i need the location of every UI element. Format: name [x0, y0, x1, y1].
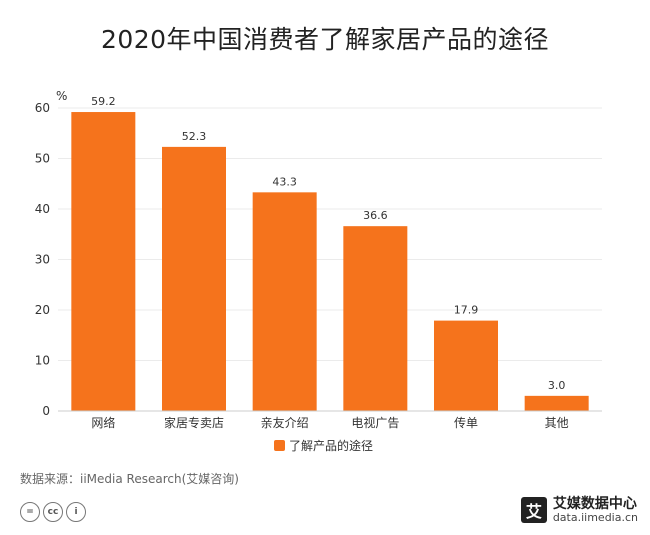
license-icons: = cc i	[20, 502, 86, 522]
bars	[71, 112, 589, 411]
y-tick-label: 0	[42, 404, 50, 418]
bar-value-label: 36.6	[363, 209, 388, 222]
bar-value-label: 59.2	[91, 95, 116, 108]
x-tick-label: 传单	[454, 415, 478, 430]
bar-value-label: 17.9	[454, 304, 479, 317]
bar	[524, 395, 589, 411]
data-source: 数据来源：iiMedia Research(艾媒咨询)	[20, 472, 239, 486]
y-axis-unit: %	[56, 89, 67, 103]
legend-label: 了解产品的途径	[289, 438, 373, 453]
y-tick-label: 60	[35, 101, 50, 115]
attribution-icon: i	[66, 502, 86, 522]
brand: 艾 艾媒数据中心 data.iimedia.cn	[520, 496, 638, 524]
y-tick-label: 40	[35, 202, 50, 216]
bar-value-label: 3.0	[548, 379, 566, 392]
bar	[252, 192, 317, 411]
x-tick-label: 亲友介绍	[261, 416, 309, 430]
bar-value-label: 52.3	[182, 130, 207, 143]
y-tick-label: 20	[35, 303, 50, 317]
cc-icon: cc	[43, 502, 63, 522]
bar	[343, 226, 408, 411]
grid-lines	[58, 107, 602, 361]
y-tick-label: 30	[35, 253, 50, 267]
value-labels: 59.2 52.3 43.3 36.6 17.9 3.0	[91, 95, 565, 392]
bar-value-label: 43.3	[272, 175, 297, 188]
x-tick-label: 电视广告	[351, 415, 399, 430]
y-tick-label: 50	[35, 152, 50, 166]
x-axis-ticks: 网络 家居专卖店 亲友介绍 电视广告 传单 其他	[91, 415, 568, 430]
brand-logo-icon: 艾	[520, 497, 547, 524]
chart-title: 2020年中国消费者了解家居产品的途径	[100, 25, 550, 54]
nd-icon: =	[20, 502, 40, 522]
x-tick-label: 家居专卖店	[164, 415, 224, 430]
legend-swatch	[274, 440, 285, 451]
brand-url: data.iimedia.cn	[552, 510, 638, 524]
bar	[162, 146, 226, 411]
y-axis-ticks: 0 10 20 30 40 50 60	[35, 101, 50, 418]
bar	[434, 320, 498, 411]
x-tick-label: 网络	[91, 415, 115, 430]
brand-name: 艾媒数据中心	[552, 496, 637, 512]
x-tick-label: 其他	[545, 416, 569, 430]
y-tick-label: 10	[35, 354, 50, 368]
bar	[71, 112, 136, 411]
legend: 了解产品的途径	[274, 438, 373, 453]
